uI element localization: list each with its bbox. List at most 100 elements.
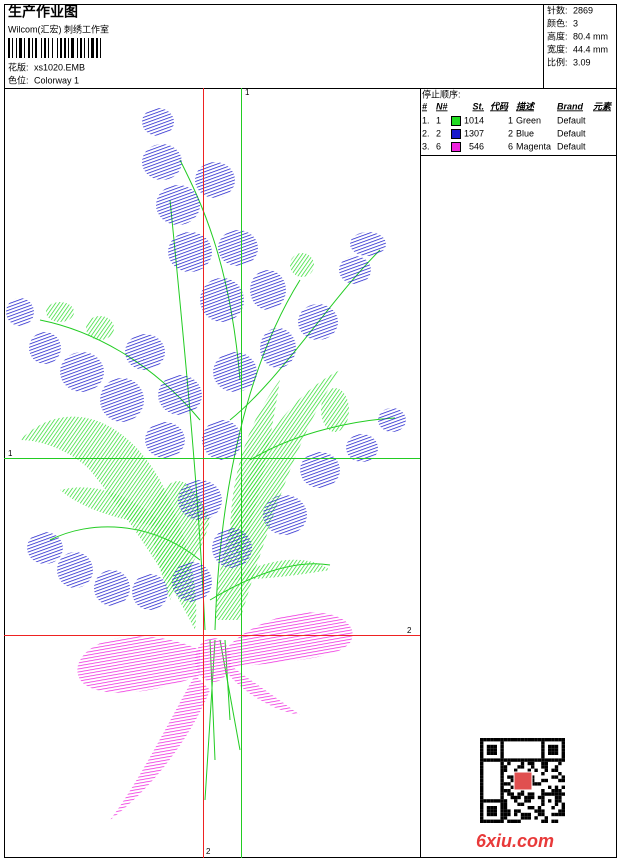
qr-module bbox=[500, 775, 504, 779]
qr-module bbox=[493, 744, 497, 749]
qr-module bbox=[534, 738, 538, 742]
qr-module bbox=[554, 812, 559, 817]
barcode-bar bbox=[24, 38, 25, 58]
qr-module bbox=[517, 819, 521, 823]
qr-module bbox=[500, 806, 504, 810]
qr-module bbox=[486, 751, 491, 755]
qr-module bbox=[551, 806, 555, 810]
qr-module bbox=[493, 748, 497, 752]
qr-module bbox=[486, 799, 491, 803]
qr-module bbox=[480, 748, 484, 752]
qr-module bbox=[510, 785, 514, 789]
qr-module bbox=[497, 738, 501, 742]
qr-module bbox=[537, 806, 542, 810]
barcode-bar bbox=[80, 38, 82, 58]
qr-module bbox=[514, 768, 518, 772]
qr-module bbox=[503, 738, 508, 742]
qr-module bbox=[531, 806, 535, 810]
qr-module bbox=[548, 738, 552, 742]
qr-module bbox=[554, 768, 559, 772]
qr-module bbox=[537, 812, 542, 817]
qr-module bbox=[537, 782, 542, 786]
qr-module bbox=[541, 748, 545, 752]
barcode-bar bbox=[96, 38, 98, 58]
qr-module bbox=[551, 748, 555, 752]
qr-module bbox=[500, 748, 504, 752]
qr-module bbox=[510, 738, 514, 742]
qr-module bbox=[517, 758, 521, 762]
qr-module bbox=[561, 748, 565, 752]
qr-module bbox=[558, 792, 562, 796]
qr-module bbox=[517, 795, 521, 800]
column-header: N# bbox=[436, 101, 448, 111]
qr-module bbox=[544, 768, 548, 772]
design-label: 花版: bbox=[8, 61, 29, 72]
qr-logo bbox=[513, 771, 533, 791]
qr-module bbox=[507, 761, 511, 766]
qr-module bbox=[480, 775, 484, 779]
qr-module bbox=[541, 812, 545, 817]
qr-module bbox=[480, 761, 484, 766]
qr-module bbox=[503, 758, 508, 762]
qr-module bbox=[493, 809, 497, 813]
stat-label: 宽度: bbox=[547, 43, 568, 54]
qr-module bbox=[551, 751, 555, 755]
qr-module bbox=[503, 765, 508, 769]
stat-value: 2869 bbox=[573, 5, 593, 15]
qr-module bbox=[480, 782, 484, 786]
qr-module bbox=[507, 738, 511, 742]
qr-module bbox=[483, 799, 487, 803]
qr-module bbox=[500, 765, 504, 769]
qr-module bbox=[541, 751, 545, 755]
qr-module bbox=[548, 758, 552, 762]
qr-module bbox=[531, 782, 535, 786]
row-stitches: 546 bbox=[469, 141, 484, 151]
qr-code bbox=[480, 738, 565, 823]
barcode-bar bbox=[68, 38, 69, 58]
qr-module bbox=[544, 765, 548, 769]
qr-module bbox=[541, 755, 545, 759]
qr-module bbox=[514, 812, 518, 817]
qr-module bbox=[558, 778, 562, 783]
qr-module bbox=[490, 751, 494, 755]
qr-module bbox=[554, 795, 559, 800]
qr-module bbox=[500, 789, 504, 793]
qr-module bbox=[558, 789, 562, 793]
qr-module bbox=[520, 738, 525, 742]
barcode-bar bbox=[71, 38, 74, 58]
qr-module bbox=[558, 758, 562, 762]
qr-module bbox=[493, 758, 497, 762]
barcode-bar bbox=[28, 38, 30, 58]
qr-module bbox=[520, 758, 525, 762]
column-header: 元素 bbox=[593, 101, 613, 111]
qr-module bbox=[490, 758, 494, 762]
qr-module bbox=[527, 758, 531, 762]
qr-module bbox=[500, 755, 504, 759]
qr-module bbox=[500, 744, 504, 749]
qr-module bbox=[514, 799, 518, 803]
qr-module bbox=[534, 809, 538, 813]
qr-module bbox=[500, 758, 504, 762]
qr-module bbox=[531, 792, 535, 796]
qr-module bbox=[551, 738, 555, 742]
qr-module bbox=[527, 795, 531, 800]
qr-module bbox=[527, 768, 531, 772]
qr-module bbox=[490, 748, 494, 752]
column-header: St. bbox=[472, 101, 484, 111]
qr-module bbox=[503, 799, 508, 803]
qr-module bbox=[527, 806, 531, 810]
qr-module bbox=[500, 809, 504, 813]
qr-module bbox=[551, 819, 555, 823]
qr-module bbox=[520, 812, 525, 817]
qr-module bbox=[548, 792, 552, 796]
qr-module bbox=[507, 789, 511, 793]
qr-module bbox=[534, 768, 538, 772]
qr-module bbox=[548, 785, 552, 789]
qr-module bbox=[541, 765, 545, 769]
barcode-bar bbox=[32, 38, 33, 58]
qr-module bbox=[537, 738, 542, 742]
qr-module bbox=[554, 765, 559, 769]
stat-value: 80.4 mm bbox=[573, 31, 608, 41]
qr-module bbox=[480, 812, 484, 817]
